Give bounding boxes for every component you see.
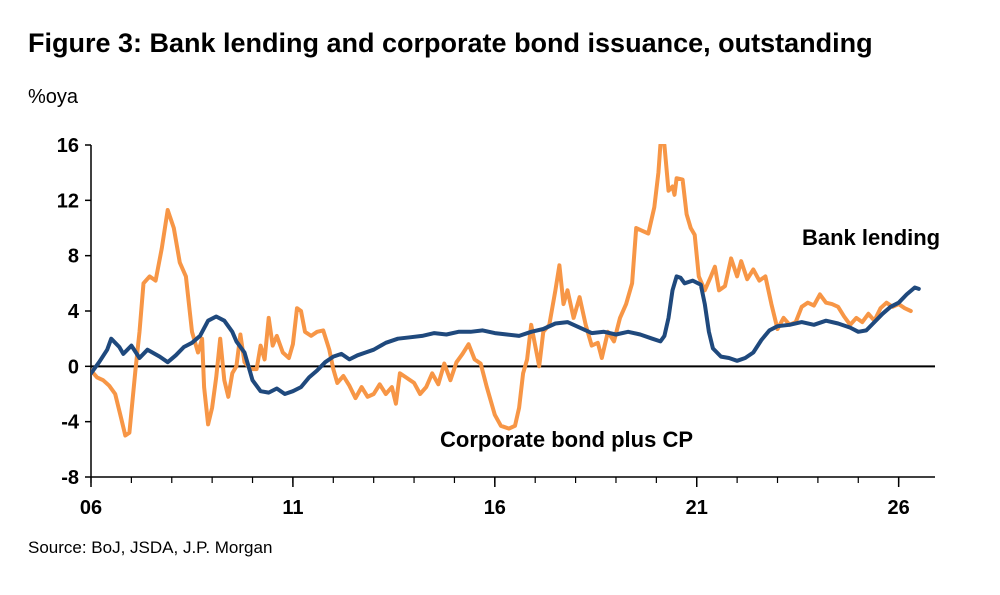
y-tick-label: -4 — [61, 412, 80, 434]
series-line-bank-lending — [91, 274, 921, 396]
line-chart: -8 -4 0 4 8 12 16 06 11 16 21 26 Bank lending Corpor… — [57, 135, 940, 519]
series-line-corporate-bond-plus-cp — [91, 144, 913, 438]
x-tick-label: 26 — [888, 497, 910, 519]
x-tick-label: 16 — [484, 497, 506, 519]
x-tick-label: 06 — [80, 497, 102, 519]
y-tick-label: -8 — [61, 467, 79, 489]
x-tick-label: 11 — [282, 497, 303, 519]
chart-title: Figure 3: Bank lending and corporate bon… — [28, 28, 873, 58]
series-label-corporate-bond-plus-cp: Corporate bond plus CP — [440, 427, 693, 452]
y-tick-label: 4 — [68, 301, 80, 323]
y-tick-label: 0 — [68, 356, 79, 378]
y-axis-unit: %oya — [28, 86, 79, 108]
series-label-bank-lending: Bank lending — [802, 225, 940, 250]
y-tick-label: 16 — [57, 135, 79, 157]
chart-axes: -8 -4 0 4 8 12 16 06 11 16 21 26 — [57, 135, 935, 519]
chart-labels: Bank lending Corporate bond plus CP — [440, 225, 940, 452]
y-tick-label: 8 — [68, 246, 79, 268]
x-tick-label: 21 — [686, 497, 708, 519]
chart-series — [91, 144, 921, 438]
y-tick-label: 12 — [57, 190, 79, 212]
source-note: Source: BoJ, JSDA, J.P. Morgan — [28, 538, 273, 557]
